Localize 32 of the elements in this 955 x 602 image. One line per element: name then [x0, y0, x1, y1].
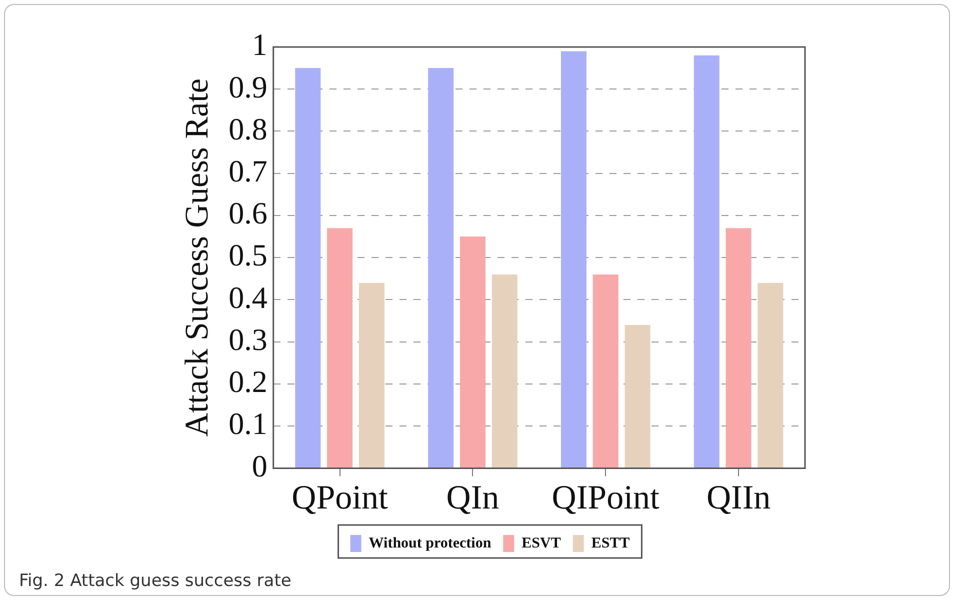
bar	[295, 68, 321, 468]
y-tick-label: 0.9	[228, 69, 268, 104]
bar	[694, 55, 720, 468]
y-axis-title: Attack Success Guess Rate	[179, 78, 216, 437]
bar	[327, 228, 353, 468]
legend-label: ESVT	[522, 535, 561, 552]
x-tick-label: QPoint	[292, 480, 389, 517]
y-tick-label: 0.3	[228, 322, 268, 357]
y-tick-label: 0.8	[228, 111, 268, 146]
bar	[758, 282, 784, 468]
bar	[358, 282, 384, 468]
y-tick-label: 0.6	[228, 196, 268, 231]
bar	[624, 324, 650, 468]
y-tick-label: 0.7	[228, 154, 268, 188]
y-tick-label: 0.4	[228, 280, 268, 315]
bar	[560, 51, 586, 468]
y-tick-label: 0	[252, 448, 268, 484]
x-tick-label: QIIn	[706, 480, 771, 517]
y-tick-label: 0.2	[228, 364, 268, 400]
y-tick-label: 0.5	[228, 238, 268, 273]
legend-label: Without protection	[368, 535, 492, 552]
x-tick-label: QIn	[446, 480, 500, 517]
caption: Fig. 2 Attack guess success rate	[19, 571, 292, 591]
bar	[726, 228, 752, 468]
x-tick-label: QIPoint	[552, 480, 660, 517]
bar	[492, 274, 518, 468]
bar	[428, 68, 454, 468]
y-tick-label: 0.1	[228, 406, 268, 442]
legend-label: ESTT	[591, 535, 630, 552]
bar	[460, 236, 486, 468]
y-tick-label: 1	[252, 27, 268, 62]
bar	[592, 274, 618, 468]
